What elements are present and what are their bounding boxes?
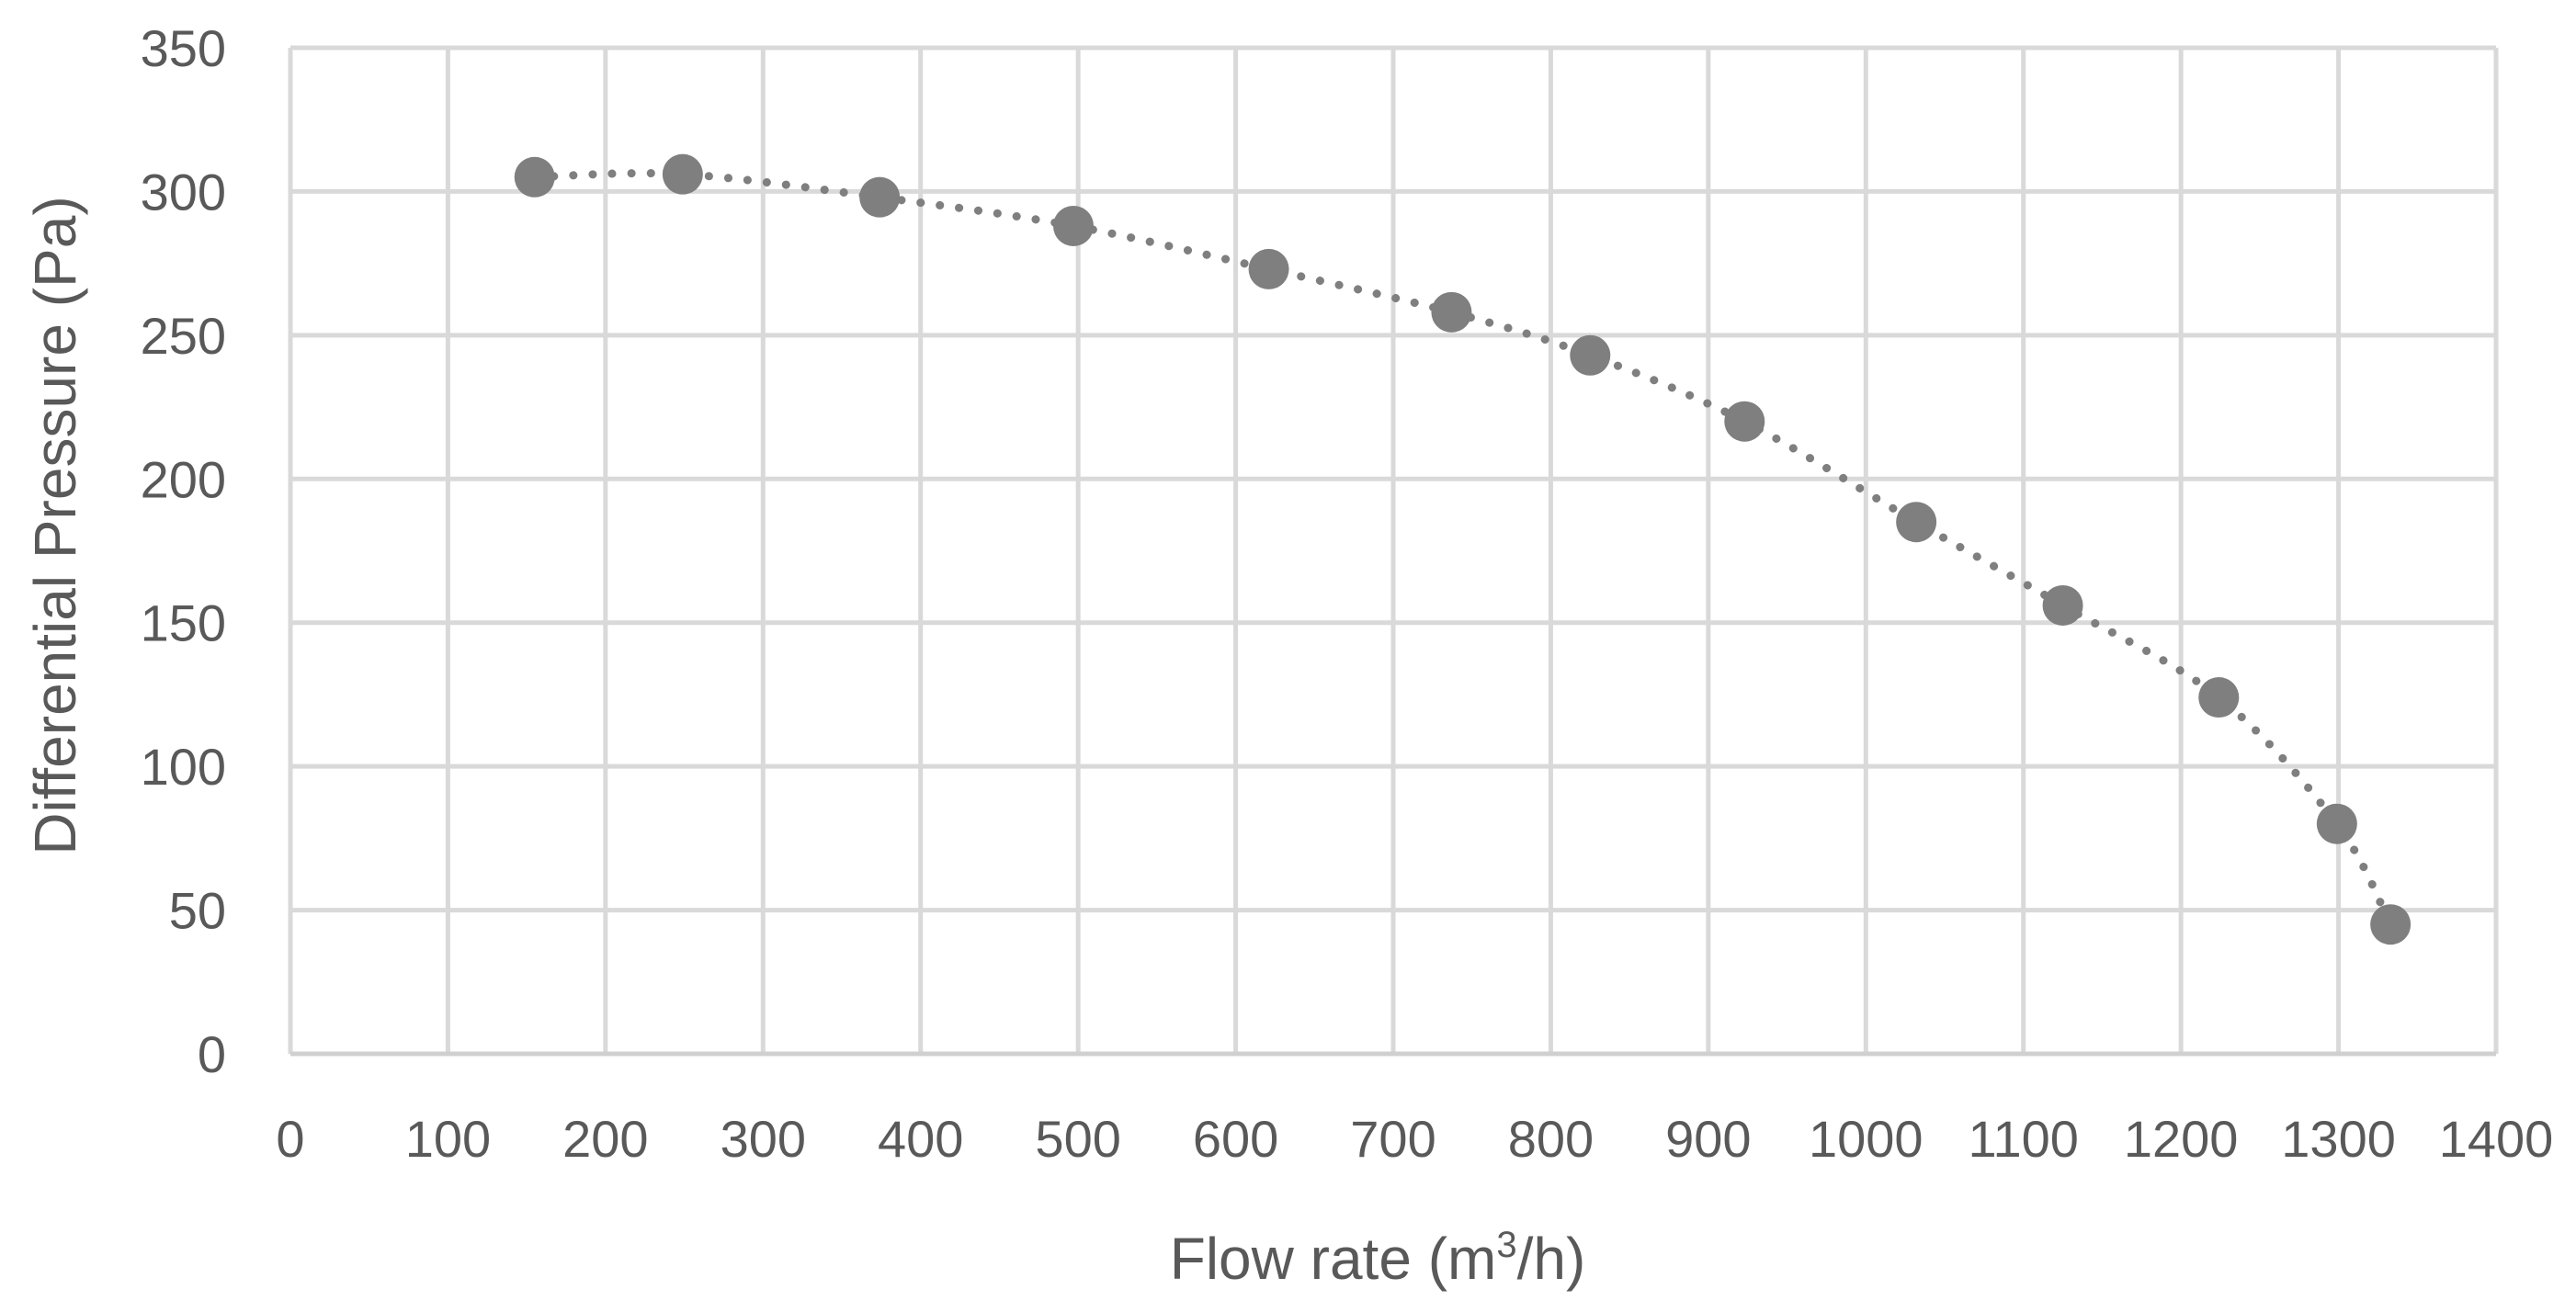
x-tick-label-600: 600	[1193, 1110, 1278, 1168]
data-point-374	[859, 176, 901, 218]
x-tick-label-1300: 1300	[2281, 1110, 2396, 1168]
x-tick-label-200: 200	[562, 1110, 648, 1168]
data-point-923	[1724, 401, 1765, 442]
data-point-621	[1248, 248, 1289, 289]
y-axis-ticks: 0 50 100 150 200 250 300 350	[141, 19, 226, 1083]
y-tick-label-100: 100	[141, 738, 226, 796]
data-point-825	[1570, 334, 1611, 376]
x-tick-label-700: 700	[1350, 1110, 1436, 1168]
y-tick-label-150: 150	[141, 594, 226, 652]
data-point-1125	[2042, 584, 2083, 626]
x-tick-label-300: 300	[721, 1110, 806, 1168]
data-point-1224	[2198, 677, 2240, 718]
y-tick-label-350: 350	[141, 19, 226, 77]
x-axis-ticks: 0 100 200 300 400 500 600 700 800 900 1000 1100 1200…	[276, 1110, 2553, 1168]
x-tick-label-1400: 1400	[2439, 1110, 2554, 1168]
y-tick-label-0: 0	[198, 1025, 226, 1083]
x-tick-label-500: 500	[1035, 1110, 1120, 1168]
x-tick-label-1200: 1200	[2124, 1110, 2239, 1168]
data-point-249	[662, 153, 703, 195]
x-tick-label-0: 0	[276, 1110, 304, 1168]
x-tick-label-400: 400	[878, 1110, 963, 1168]
y-axis-title: Differential Pressure (Pa)	[22, 196, 88, 854]
x-tick-label-800: 800	[1508, 1110, 1594, 1168]
x-axis-title-superscript: 3	[1496, 1225, 1516, 1265]
data-point-1032	[1896, 502, 1937, 543]
data-point-497	[1053, 205, 1094, 246]
data-point-155	[514, 156, 555, 198]
x-tick-label-100: 100	[405, 1110, 491, 1168]
x-tick-label-1100: 1100	[1969, 1110, 2079, 1168]
data-point-1333	[2370, 904, 2411, 945]
x-tick-label-900: 900	[1665, 1110, 1751, 1168]
y-tick-label-200: 200	[141, 450, 226, 508]
data-points	[514, 153, 2411, 945]
trendline	[530, 169, 2395, 929]
y-tick-label-250: 250	[141, 307, 226, 365]
x-tick-label-1000: 1000	[1809, 1110, 1923, 1168]
y-tick-label-300: 300	[141, 163, 226, 221]
grid	[288, 45, 2499, 1057]
y-tick-label-50: 50	[169, 882, 226, 940]
trendline-group	[530, 169, 2395, 929]
x-axis-title: Flow rate (m3/h)	[1170, 1225, 1586, 1292]
data-point-1299	[2316, 803, 2357, 844]
data-point-737	[1431, 291, 1472, 333]
